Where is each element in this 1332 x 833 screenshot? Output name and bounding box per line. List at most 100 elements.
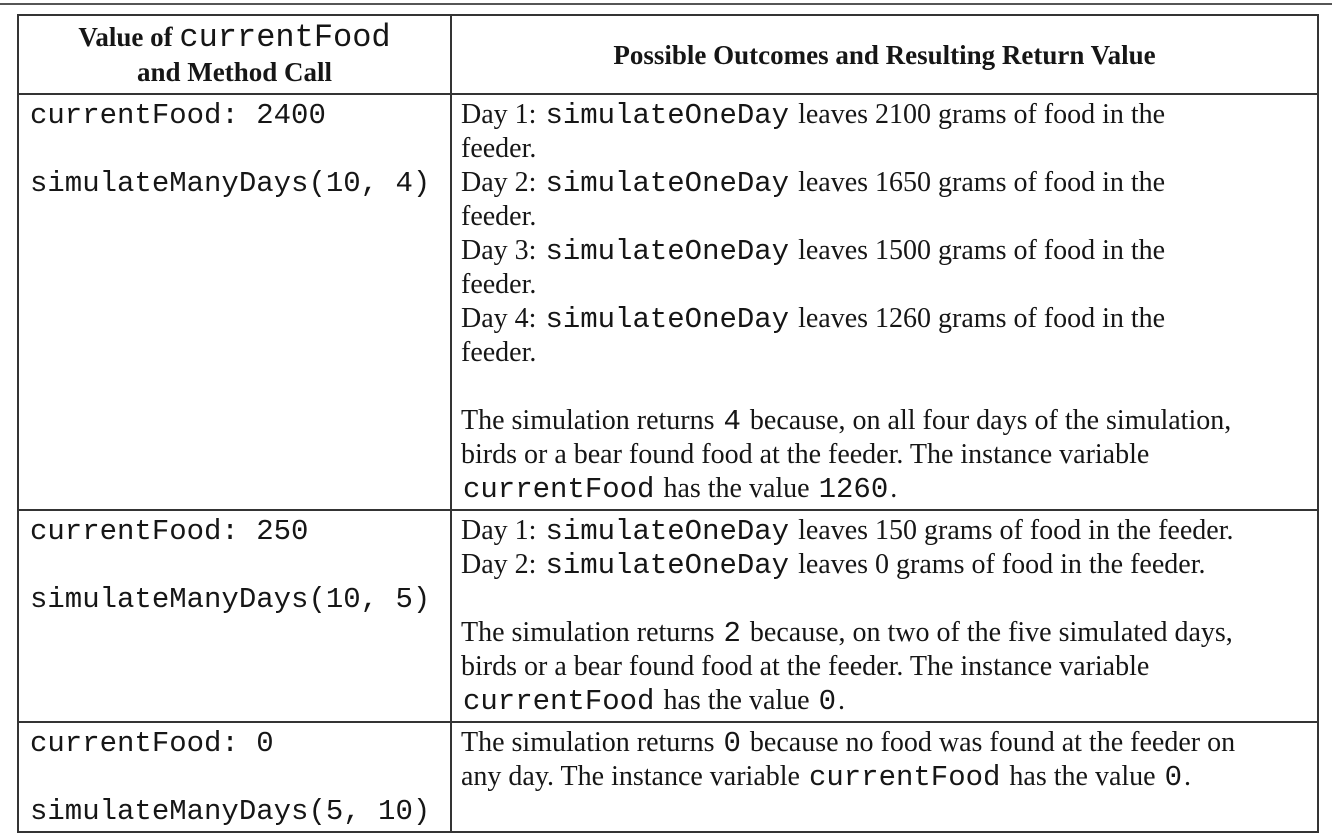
header-text-value-of: Value of <box>78 22 180 52</box>
text-line: currentFood has the value 0. <box>461 684 1311 718</box>
code-text: 0 <box>723 727 741 760</box>
text-line <box>461 370 1311 404</box>
text-line: feeder. <box>461 268 1311 302</box>
code-text: currentFood: 2400 <box>30 99 326 132</box>
text-line: currentFood: 2400 <box>28 98 444 132</box>
text-line: birds or a bear found food at the feeder… <box>461 438 1311 472</box>
body-text: feeder. <box>461 133 537 164</box>
text-line: Day 1: simulateOneDay leaves 2100 grams … <box>461 98 1311 132</box>
header-row: Value of currentFood and Method Call Pos… <box>17 14 1319 95</box>
header-line-2: and Method Call <box>136 57 333 87</box>
code-text: simulateOneDay <box>545 99 790 132</box>
text-line: The simulation returns 2 because, on two… <box>461 616 1311 650</box>
cell-method-call: currentFood: 250 simulateManyDays(10, 5) <box>17 509 452 723</box>
body-text: Day 1: <box>461 99 544 130</box>
body-text: has the value <box>656 685 817 716</box>
body-text: Day 1: <box>461 515 544 546</box>
cell-outcome: The simulation returns 0 because no food… <box>450 721 1319 833</box>
cell-outcome: Day 1: simulateOneDay leaves 150 grams o… <box>450 509 1319 723</box>
text-line: Day 2: simulateOneDay leaves 1650 grams … <box>461 166 1311 200</box>
text-line <box>28 548 444 582</box>
text-line: feeder. <box>461 200 1311 234</box>
text-line: The simulation returns 0 because no food… <box>461 726 1311 760</box>
code-text: 0 <box>1164 761 1182 794</box>
table-body: currentFood: 2400 simulateManyDays(10, 4… <box>17 93 1319 833</box>
body-text: Day 2: <box>461 167 544 198</box>
header-cell-method-call: Value of currentFood and Method Call <box>17 14 452 95</box>
cell-method-call: currentFood: 2400 simulateManyDays(10, 4… <box>17 93 452 511</box>
code-text: 0 <box>818 685 837 718</box>
header-cell-possible-outcomes: Possible Outcomes and Resulting Return V… <box>450 14 1319 95</box>
text-line: birds or a bear found food at the feeder… <box>461 650 1311 684</box>
text-line: feeder. <box>461 336 1311 370</box>
body-text: leaves 150 grams of food in the feeder. <box>791 515 1234 546</box>
body-text: feeder. <box>461 269 537 300</box>
body-text: birds or a bear found food at the feeder… <box>461 439 1150 470</box>
body-text: feeder. <box>461 337 537 368</box>
body-text: Day 4: <box>461 303 544 334</box>
table-row: currentFood: 2400 simulateManyDays(10, 4… <box>17 93 1319 511</box>
body-text: any day. The instance variable <box>461 761 807 792</box>
body-text: because, on two of the five simulated da… <box>742 617 1233 648</box>
code-text: simulateManyDays(10, 5) <box>30 583 431 616</box>
text-line: any day. The instance variable currentFo… <box>461 760 1311 794</box>
body-text: leaves 1500 grams of food in the <box>791 235 1166 266</box>
body-text: has the value <box>1002 761 1163 792</box>
text-line: currentFood has the value 1260. <box>461 472 1311 506</box>
cell-method-call: currentFood: 0 simulateManyDays(5, 10) <box>17 721 452 833</box>
code-text: simulateManyDays(10, 4) <box>30 167 431 200</box>
text-line: simulateManyDays(10, 4) <box>28 166 444 200</box>
code-text: currentFood <box>463 473 655 506</box>
cell-outcome: Day 1: simulateOneDay leaves 2100 grams … <box>450 93 1319 511</box>
text-line: Day 2: simulateOneDay leaves 0 grams of … <box>461 548 1311 582</box>
body-text: . <box>890 473 898 504</box>
table-row: currentFood: 250 simulateManyDays(10, 5)… <box>17 509 1319 723</box>
text-line <box>28 132 444 166</box>
text-line: currentFood: 0 <box>28 726 444 760</box>
header-text-outcomes: Possible Outcomes and Resulting Return V… <box>613 39 1156 70</box>
code-text: currentFood: 250 <box>30 515 309 548</box>
body-text: leaves 1260 grams of food in the <box>791 303 1166 334</box>
header-line-1: Value of currentFood <box>23 20 446 55</box>
body-text: The simulation returns <box>461 405 722 436</box>
body-text: Day 2: <box>461 549 544 580</box>
text-line: Day 4: simulateOneDay leaves 1260 grams … <box>461 302 1311 336</box>
table-row: currentFood: 0 simulateManyDays(5, 10) Th… <box>17 721 1319 833</box>
code-text: simulateOneDay <box>545 303 790 336</box>
page-top-rule <box>0 3 1332 5</box>
body-text: birds or a bear found food at the feeder… <box>461 651 1150 682</box>
text-line: Day 1: simulateOneDay leaves 150 grams o… <box>461 514 1311 548</box>
code-text: simulateOneDay <box>545 167 790 200</box>
body-text: The simulation returns <box>461 727 722 758</box>
code-text: 4 <box>723 405 741 438</box>
code-text: currentFood <box>463 685 655 718</box>
body-text: . <box>838 685 846 716</box>
code-text: simulateManyDays(5, 10) <box>30 795 431 828</box>
body-text: leaves 0 grams of food in the feeder. <box>791 549 1206 580</box>
body-text: has the value <box>656 473 817 504</box>
code-text: simulateOneDay <box>545 515 790 548</box>
body-text: because, on all four days of the simulat… <box>742 405 1232 436</box>
text-line: Day 3: simulateOneDay leaves 1500 grams … <box>461 234 1311 268</box>
body-text: feeder. <box>461 201 537 232</box>
body-text: . <box>1183 761 1191 792</box>
body-text: because no food was found at the feeder … <box>742 727 1236 758</box>
text-line: simulateManyDays(5, 10) <box>28 794 444 828</box>
text-line: currentFood: 250 <box>28 514 444 548</box>
text-line: simulateManyDays(10, 5) <box>28 582 444 616</box>
code-text: 2 <box>723 617 741 650</box>
code-text: currentFood: 0 <box>30 727 274 760</box>
code-text: simulateOneDay <box>545 549 790 582</box>
text-line <box>461 582 1311 616</box>
code-text: currentFood <box>808 761 1001 794</box>
code-text: simulateOneDay <box>545 235 790 268</box>
body-text: The simulation returns <box>461 617 722 648</box>
code-text: currentFood <box>179 19 391 56</box>
body-text: leaves 1650 grams of food in the <box>791 167 1166 198</box>
text-line: feeder. <box>461 132 1311 166</box>
outcomes-table: Value of currentFood and Method Call Pos… <box>17 14 1319 833</box>
code-text: 1260 <box>818 473 889 506</box>
text-line <box>28 760 444 794</box>
body-text: Day 3: <box>461 235 544 266</box>
